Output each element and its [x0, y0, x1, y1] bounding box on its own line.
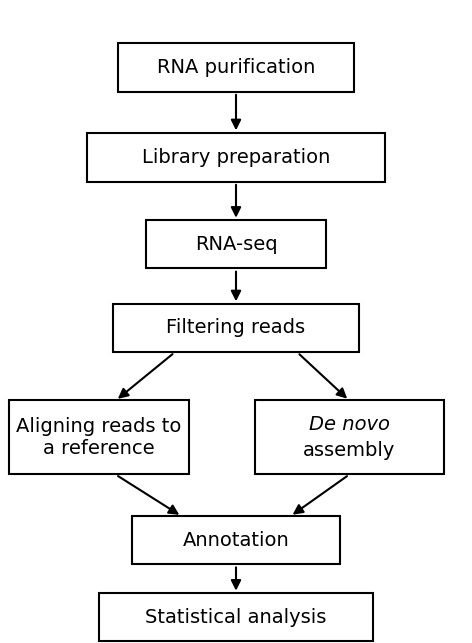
FancyBboxPatch shape [99, 593, 373, 642]
Text: De novo: De novo [309, 415, 390, 434]
FancyBboxPatch shape [132, 516, 340, 565]
FancyBboxPatch shape [113, 304, 359, 352]
Text: RNA purification: RNA purification [157, 58, 315, 77]
FancyBboxPatch shape [87, 134, 385, 181]
Text: Filtering reads: Filtering reads [167, 318, 305, 338]
Text: Annotation: Annotation [183, 530, 289, 550]
Text: Aligning reads to
a reference: Aligning reads to a reference [17, 417, 182, 458]
Text: Library preparation: Library preparation [142, 148, 330, 167]
FancyBboxPatch shape [118, 44, 354, 91]
FancyBboxPatch shape [255, 400, 444, 475]
FancyBboxPatch shape [9, 400, 189, 475]
Text: RNA-seq: RNA-seq [194, 235, 278, 254]
FancyBboxPatch shape [146, 220, 326, 269]
Text: assembly: assembly [303, 440, 396, 460]
Text: Statistical analysis: Statistical analysis [145, 608, 327, 627]
